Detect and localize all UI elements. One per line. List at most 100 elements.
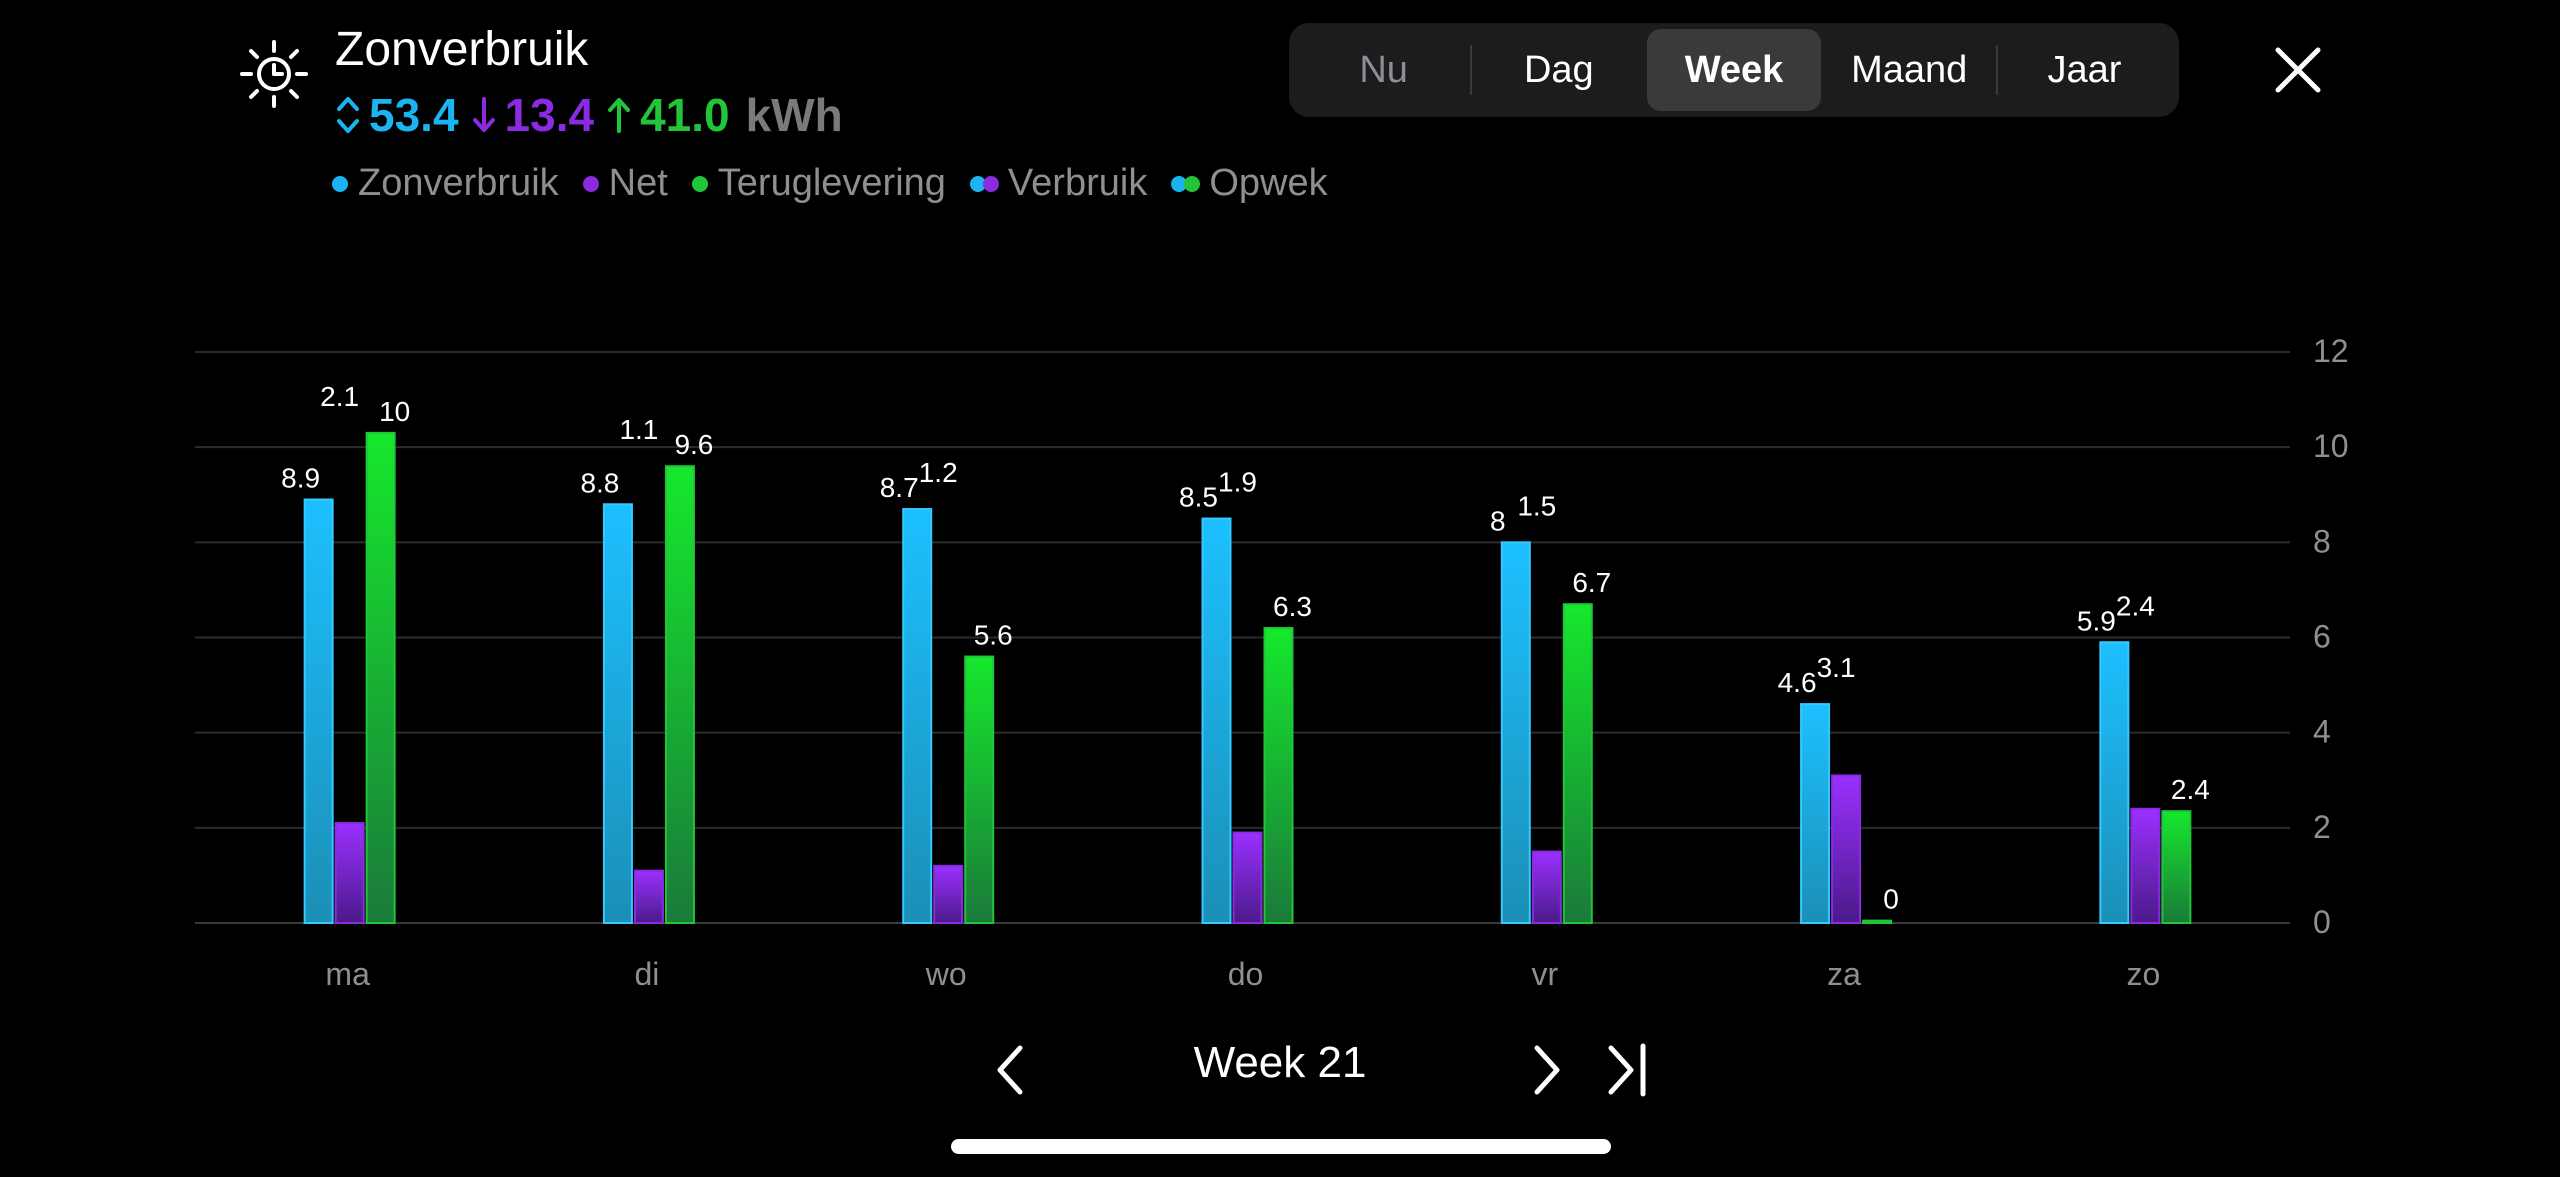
bar-teruglevering (1263, 626, 1294, 924)
legend-label: Teruglevering (717, 162, 946, 204)
legend-label: Zonverbruik (358, 162, 559, 204)
x-tick-label: di (634, 956, 659, 992)
period-jaar[interactable]: Jaar (2047, 49, 2122, 91)
legend-item-teruglevering[interactable]: Teruglevering (691, 162, 946, 205)
data-label: 1.9 (1218, 467, 1257, 498)
y-tick-label: 0 (2313, 904, 2331, 940)
x-tick-label: ma (325, 956, 370, 992)
data-label: 3.1 (1817, 652, 1856, 683)
data-label: 9.6 (674, 429, 713, 460)
bar-zonverbruik (1500, 541, 1531, 924)
data-label: 8 (1490, 505, 1506, 536)
arrow-down-icon (472, 97, 495, 132)
bar-zonverbruik (303, 498, 334, 924)
bar-zonverbruik (1800, 703, 1831, 924)
dots-blue-green-icon (1171, 175, 1201, 192)
data-label: 8.5 (1179, 482, 1218, 513)
bar-net (334, 822, 365, 925)
bar-teruglevering (2161, 810, 2192, 924)
bar-net (2130, 807, 2161, 924)
data-label: 5.6 (974, 620, 1013, 651)
dot-purple-icon (582, 175, 599, 192)
grid-total-value: 13.4 (504, 89, 595, 141)
y-tick-label: 12 (2313, 333, 2349, 369)
period-week[interactable]: Week (1647, 29, 1821, 111)
x-tick-label: zo (2126, 956, 2160, 992)
data-label: 2.1 (320, 381, 359, 412)
x-tick-label: wo (925, 956, 967, 992)
x-tick-label: vr (1531, 956, 1558, 992)
chevron-right-icon[interactable] (1527, 1040, 1567, 1100)
x-tick-label: za (1827, 956, 1861, 992)
bar-net (933, 864, 964, 925)
feedin-total: 41.0 (606, 88, 730, 142)
divider (1470, 45, 1473, 95)
period-maand[interactable]: Maand (1851, 49, 1968, 91)
y-tick-label: 4 (2313, 714, 2331, 750)
data-label: 1.5 (1517, 490, 1556, 521)
data-label: 6.3 (1273, 591, 1312, 622)
data-label: 8.9 (281, 463, 320, 494)
dot-green-icon (691, 175, 708, 192)
legend-item-opwek[interactable]: Opwek (1171, 162, 1328, 205)
bar-teruglevering (1862, 919, 1893, 925)
skip-to-end-icon[interactable] (1603, 1040, 1653, 1100)
period-nu[interactable]: Nu (1359, 49, 1408, 91)
y-tick-label: 10 (2313, 428, 2349, 464)
data-label: 0 (1883, 884, 1899, 915)
solar-total-value: 53.4 (369, 89, 459, 141)
data-label: 1.1 (619, 414, 658, 445)
y-tick-label: 6 (2313, 619, 2331, 655)
bar-net (633, 869, 664, 924)
period-selector: Nu Dag Week Maand Jaar (1289, 23, 2179, 117)
period-dag[interactable]: Dag (1523, 49, 1594, 91)
legend-label: Opwek (1209, 162, 1328, 204)
data-label: 8.7 (880, 472, 919, 503)
data-label: 2.4 (2171, 774, 2210, 805)
solar-total: 53.4 (335, 88, 459, 142)
legend-item-net[interactable]: Net (582, 162, 668, 205)
legend-label: Net (608, 162, 668, 204)
period-label: Week 21 (1193, 1038, 1367, 1087)
totals-row: 53.4 13.4 41.0 kWh (335, 88, 843, 142)
legend: Zonverbruik Net Teruglevering Verbruik O… (332, 162, 1352, 205)
close-icon[interactable] (2268, 40, 2328, 100)
arrow-up-icon (608, 98, 631, 133)
feedin-total-value: 41.0 (640, 89, 730, 141)
chevron-left-icon[interactable] (990, 1040, 1030, 1100)
legend-item-verbruik[interactable]: Verbruik (969, 162, 1148, 205)
bar-zonverbruik (902, 508, 933, 924)
bar-zonverbruik (1201, 517, 1232, 925)
data-label: 4.6 (1778, 667, 1817, 698)
bar-net (1531, 850, 1562, 924)
home-indicator (951, 1139, 1611, 1154)
dot-blue-icon (332, 175, 348, 192)
data-label: 1.2 (919, 457, 958, 488)
data-label: 2.4 (2116, 590, 2155, 621)
y-tick-label: 8 (2313, 523, 2331, 559)
legend-item-zonverbruik[interactable]: Zonverbruik (332, 162, 559, 205)
unit-label: kWh (745, 89, 843, 141)
x-tick-label: do (1228, 956, 1264, 992)
bar-zonverbruik (602, 503, 633, 924)
y-tick-label: 2 (2313, 809, 2331, 845)
bar-teruglevering (964, 655, 995, 924)
bar-net (1232, 831, 1263, 925)
data-label: 6.7 (1572, 567, 1611, 598)
divider (1995, 45, 1998, 95)
bar-teruglevering (664, 465, 695, 924)
data-label: 10 (379, 396, 410, 427)
legend-label: Verbruik (1007, 162, 1148, 204)
dots-blue-purple-icon (969, 175, 1000, 192)
solar-clock-icon (240, 40, 308, 108)
page-title: Zonverbruik (335, 23, 589, 76)
data-label: 5.9 (2077, 605, 2116, 636)
up-down-arrows-icon (337, 97, 359, 133)
grid-total: 13.4 (471, 88, 595, 142)
data-label: 8.8 (580, 467, 619, 498)
bar-net (1831, 774, 1862, 924)
bar-teruglevering (365, 431, 396, 924)
bar-teruglevering (1562, 603, 1593, 924)
bar-zonverbruik (2099, 641, 2130, 925)
